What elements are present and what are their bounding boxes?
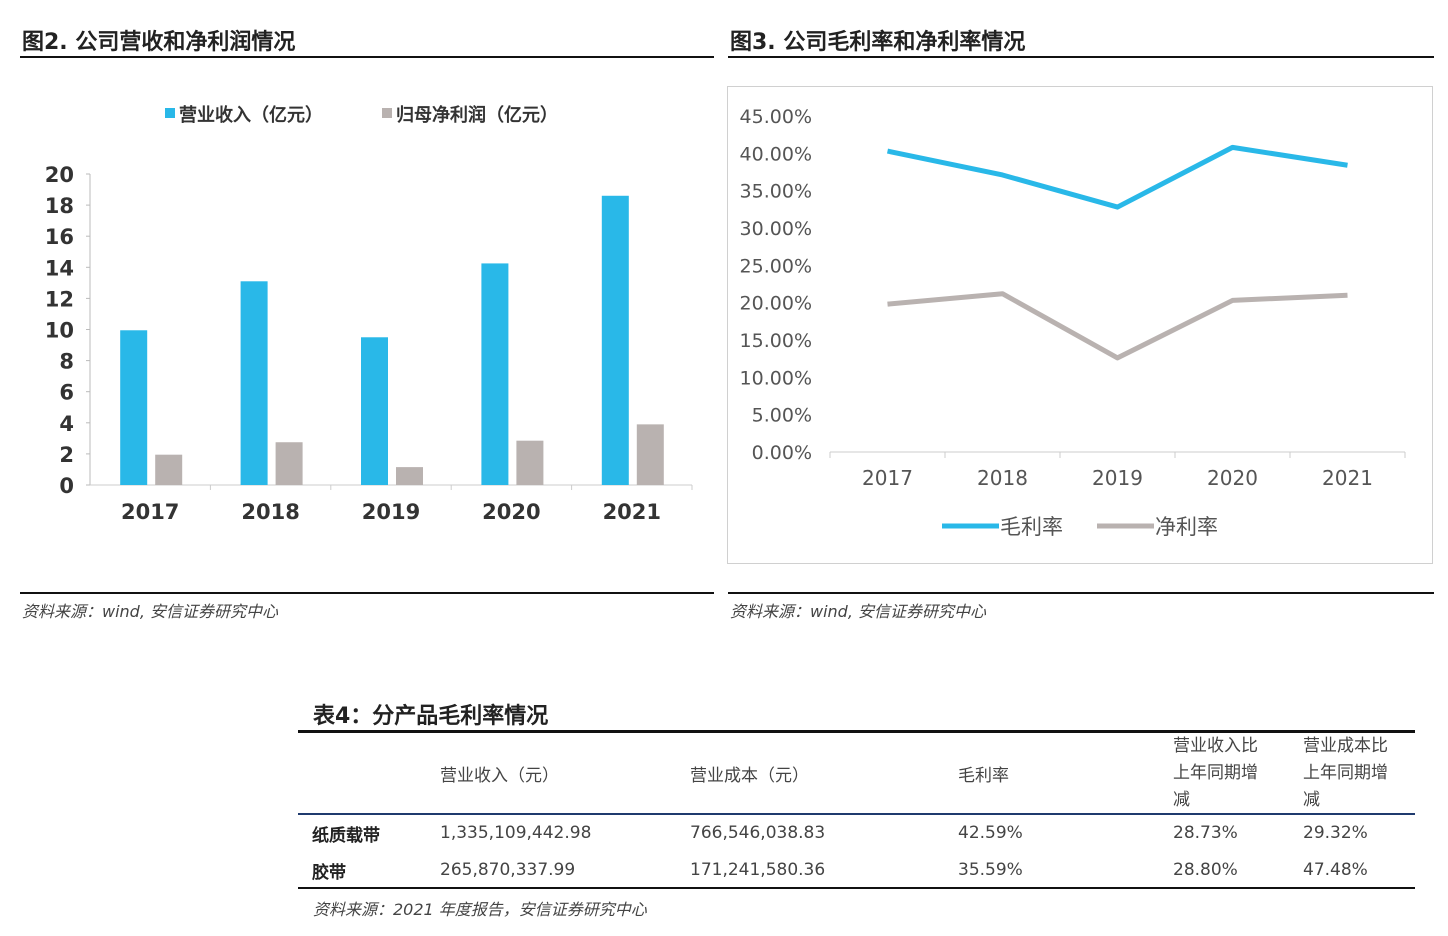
cell: 1,335,109,442.98: [440, 823, 592, 843]
bar-net-profit: [636, 424, 664, 485]
bar-net-profit: [396, 467, 423, 485]
legend-label: 营业收入（亿元）: [179, 104, 323, 126]
table4-title: 表4：分产品毛利率情况: [313, 704, 549, 729]
cell: 265,870,337.99: [440, 860, 576, 880]
fig3-source: 资料来源：wind, 安信证券研究中心: [730, 602, 987, 621]
y-tick-label: 0.00%: [752, 442, 812, 464]
y-tick-label: 12: [45, 287, 74, 311]
y-tick-label: 16: [45, 225, 74, 249]
header-cell: 营业收入比上年同期增减: [1173, 736, 1258, 810]
bar-chart: 0 2 4 6 8 10 12 14 16 18 20 2017 2018 2019 2020 2021 营业收…: [45, 104, 693, 524]
x-tick-label: 2021: [1322, 466, 1373, 490]
y-tick-label: 25.00%: [740, 255, 812, 277]
x-tick-label: 2021: [603, 500, 661, 524]
product-margin-table: 营业收入（元） 营业成本（元） 毛利率 营业收入比上年同期增减 营业成本比上年同…: [298, 733, 1415, 888]
cell: 29.32%: [1303, 823, 1368, 843]
y-tick-label: 2: [59, 443, 74, 467]
header-cell: 营业收入（元）: [440, 766, 559, 786]
x-tick-label: 2018: [241, 500, 299, 524]
bar-revenue: [601, 195, 629, 485]
bar-net-profit: [155, 454, 183, 485]
header-cell: 营业成本比上年同期增减: [1303, 736, 1388, 810]
y-tick-label: 0: [59, 474, 74, 498]
y-tick-label: 5.00%: [752, 405, 812, 427]
fig3-title: 图3. 公司毛利率和净利率情况: [730, 30, 1026, 55]
y-tick-label: 4: [59, 412, 74, 436]
y-tick-label: 30.00%: [740, 218, 812, 240]
divider: [728, 592, 1434, 594]
row-label: 胶带: [312, 862, 346, 883]
divider: [298, 813, 1415, 815]
line-chart: 0.00% 5.00% 10.00% 15.00% 20.00% 25.00% 30.00%…: [740, 106, 1406, 539]
fig2-title: 图2. 公司营收和净利润情况: [22, 30, 296, 55]
y-tick-label: 45.00%: [740, 106, 812, 128]
y-tick-label: 6: [59, 381, 74, 405]
y-tick-label: 15.00%: [740, 330, 812, 352]
y-tick-label: 20: [45, 163, 74, 187]
bar-revenue: [361, 337, 388, 485]
cell: 28.73%: [1173, 823, 1238, 843]
cell: 35.59%: [958, 860, 1023, 880]
x-tick-label: 2017: [862, 466, 913, 490]
table4-source: 资料来源：2021 年度报告，安信证券研究中心: [313, 900, 647, 919]
header-cell: [298, 733, 440, 814]
y-tick-label: 20.00%: [740, 293, 812, 315]
bar-revenue: [240, 281, 268, 485]
legend-label: 归母净利润（亿元）: [396, 104, 558, 126]
table-row: 胶带 265,870,337.99 171,241,580.36 35.59% …: [298, 852, 1415, 888]
legend-label: 净利率: [1155, 515, 1218, 539]
line-chart-frame: [727, 86, 1433, 564]
y-tick-label: 10: [45, 319, 74, 343]
table-row: 纸质载带 1,335,109,442.98 766,546,038.83 42.…: [298, 814, 1415, 852]
header-cell: 营业成本（元）: [690, 766, 809, 786]
fig2-source: 资料来源：wind, 安信证券研究中心: [22, 602, 279, 621]
y-tick-label: 35.00%: [740, 181, 812, 203]
x-tick-label: 2018: [977, 466, 1028, 490]
y-tick-label: 18: [45, 194, 74, 218]
y-tick-label: 8: [59, 350, 74, 374]
x-tick-label: 2017: [121, 500, 179, 524]
bar-net-profit: [516, 440, 544, 485]
divider: [20, 592, 714, 594]
x-tick-label: 2019: [362, 500, 420, 524]
x-tick-label: 2020: [482, 500, 540, 524]
line-gross-margin: [886, 144, 1348, 210]
y-tick-label: 10.00%: [740, 367, 812, 389]
cell: 766,546,038.83: [690, 823, 826, 843]
table-header-row: 营业收入（元） 营业成本（元） 毛利率 营业收入比上年同期增减 营业成本比上年同…: [298, 733, 1415, 814]
line-net-margin: [887, 291, 1348, 361]
x-tick-label: 2019: [1092, 466, 1143, 490]
cell: 28.80%: [1173, 860, 1238, 880]
cell: 47.48%: [1303, 860, 1368, 880]
x-tick-label: 2020: [1207, 466, 1258, 490]
y-tick-label: 14: [45, 256, 74, 280]
cell: 171,241,580.36: [690, 860, 826, 880]
row-label: 纸质载带: [312, 825, 380, 846]
bar-revenue: [120, 330, 148, 485]
divider: [728, 56, 1434, 58]
divider: [20, 56, 714, 58]
divider: [298, 730, 1415, 733]
bar-net-profit: [275, 442, 303, 485]
legend-swatch: [165, 108, 175, 118]
bar-revenue: [481, 263, 509, 485]
header-cell: 毛利率: [958, 766, 1009, 786]
legend-swatch: [382, 108, 392, 118]
legend-label: 毛利率: [1000, 515, 1063, 539]
cell: 42.59%: [958, 823, 1023, 843]
y-tick-label: 40.00%: [740, 143, 812, 165]
divider: [298, 887, 1415, 889]
